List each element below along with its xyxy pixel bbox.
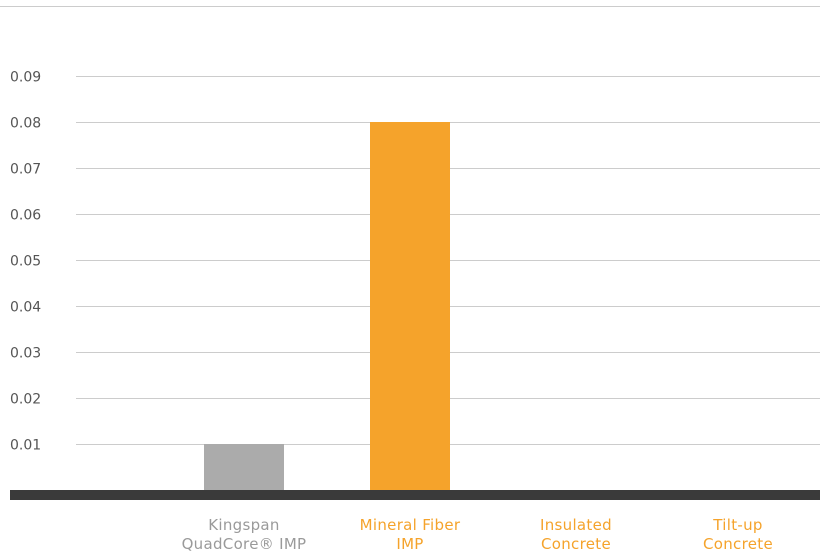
- bars: [204, 122, 450, 490]
- y-tick-label: 0.01: [10, 438, 41, 454]
- category-label: Insulated Concrete: [540, 516, 612, 553]
- x-axis-category-labels: Kingspan QuadCore® IMP Mineral Fiber IMP Ins…: [182, 516, 773, 553]
- category-label-line: Kingspan: [208, 516, 279, 534]
- bar: [204, 444, 284, 490]
- category-label: Kingspan QuadCore® IMP: [182, 516, 307, 553]
- category-label-line: QuadCore® IMP: [182, 535, 307, 553]
- category-label-line: Mineral Fiber: [360, 516, 461, 534]
- category-label-line: Concrete: [703, 535, 773, 553]
- y-tick-label: 0.08: [10, 116, 41, 132]
- y-tick-label: 0.02: [10, 392, 41, 408]
- x-axis-baseline: [10, 490, 820, 500]
- y-tick-label: 0.09: [10, 70, 41, 86]
- y-axis-tick-labels: 0.01 0.02 0.03 0.04 0.05 0.06 0.07 0.08 0.09: [10, 70, 41, 454]
- category-label-line: IMP: [396, 535, 423, 553]
- category-label: Mineral Fiber IMP: [360, 516, 461, 553]
- y-tick-label: 0.04: [10, 300, 41, 316]
- y-tick-label: 0.06: [10, 208, 41, 224]
- bar: [370, 122, 450, 490]
- category-label-line: Tilt-up: [712, 516, 762, 534]
- y-tick-label: 0.05: [10, 254, 41, 270]
- category-label: Tilt-up Concrete: [703, 516, 773, 553]
- y-tick-label: 0.07: [10, 162, 41, 178]
- y-tick-label: 0.03: [10, 346, 41, 362]
- category-label-line: Concrete: [541, 535, 611, 553]
- baseline-bar: [10, 490, 820, 500]
- category-label-line: Insulated: [540, 516, 612, 534]
